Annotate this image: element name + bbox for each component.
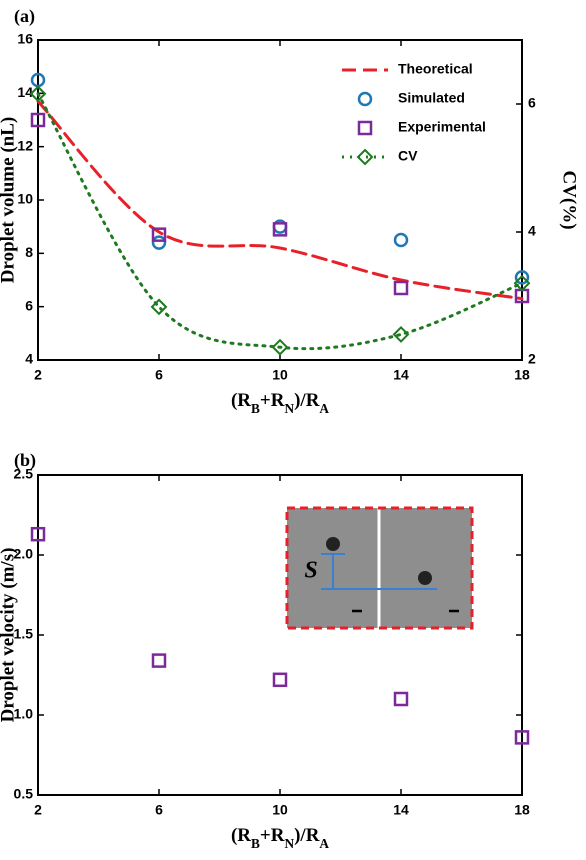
legend-label: CV xyxy=(398,148,418,164)
x-tick-label: 10 xyxy=(272,367,288,383)
y-axis-label: Droplet velocity (m/s) xyxy=(0,548,18,723)
x-tick-label: 18 xyxy=(514,802,530,818)
plot-frame xyxy=(38,40,522,360)
marker-square xyxy=(274,674,286,686)
x-tick-label: 10 xyxy=(272,802,288,818)
inset-photo: S xyxy=(287,508,472,628)
legend-marker xyxy=(359,93,371,105)
marker-square xyxy=(395,282,407,294)
x-tick-label: 14 xyxy=(393,367,409,383)
marker-circle xyxy=(395,234,407,246)
legend-marker xyxy=(358,150,372,164)
y-tick-label: 16 xyxy=(17,31,33,47)
y-tick-label: 8 xyxy=(25,244,33,260)
droplet xyxy=(418,571,432,585)
y-tick-label: 0.5 xyxy=(14,786,34,802)
y-axis-label: Droplet volume (nL) xyxy=(0,117,18,283)
inset-label: S xyxy=(304,558,317,584)
legend-label: Simulated xyxy=(398,90,465,106)
marker-circle xyxy=(153,237,165,249)
legend-label: Theoretical xyxy=(398,61,473,77)
y-tick-label: 2.5 xyxy=(14,466,34,482)
x-axis-label: (RB+RN)/RA xyxy=(231,825,329,850)
y2-tick-label: 6 xyxy=(528,95,536,111)
y2-tick-label: 2 xyxy=(528,351,536,367)
droplet xyxy=(326,537,340,551)
marker-square xyxy=(153,655,165,667)
y-tick-label: 12 xyxy=(17,137,33,153)
y2-axis-label: CV(%) xyxy=(559,170,580,229)
y-tick-label: 4 xyxy=(25,351,33,367)
x-tick-label: 18 xyxy=(514,367,530,383)
x-tick-label: 2 xyxy=(34,367,42,383)
marker-square xyxy=(395,693,407,705)
x-tick-label: 2 xyxy=(34,802,42,818)
y2-tick-label: 4 xyxy=(528,223,536,239)
legend-label: Experimental xyxy=(398,119,486,135)
y-tick-label: 14 xyxy=(17,84,33,100)
figure: anusc (a)2610141846810121416246(RB+RN)/R… xyxy=(0,0,586,860)
x-tick-label: 6 xyxy=(155,802,163,818)
x-tick-label: 14 xyxy=(393,802,409,818)
y-tick-label: 6 xyxy=(25,297,33,313)
x-tick-label: 6 xyxy=(155,367,163,383)
x-axis-label: (RB+RN)/RA xyxy=(231,390,329,415)
legend-marker xyxy=(359,122,371,134)
panel-label: (a) xyxy=(14,6,35,27)
y-tick-label: 10 xyxy=(17,191,33,207)
marker-diamond xyxy=(152,300,166,314)
